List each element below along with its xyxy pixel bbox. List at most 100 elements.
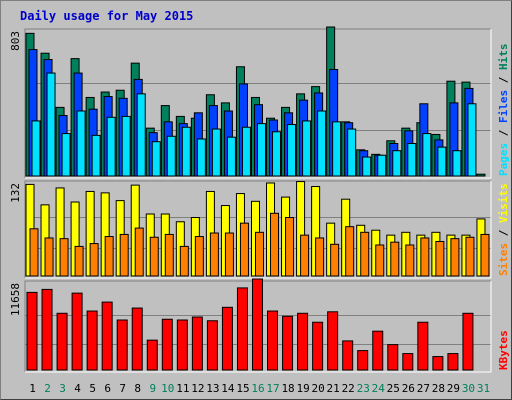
x-tick-label-20: 20 (312, 382, 325, 395)
panel-border-light-bot (25, 281, 492, 373)
x-tick-label-3: 3 (59, 382, 66, 395)
bar-sites-5 (89, 243, 99, 277)
x-tick-label-27: 27 (417, 382, 430, 395)
bar-kbytes-27 (417, 321, 429, 371)
bar-pages-30 (467, 103, 477, 177)
legend-entry: / (497, 123, 510, 143)
bar-kbytes-18 (282, 315, 294, 371)
bar-kbytes-13 (206, 320, 218, 371)
bar-sites-1 (29, 228, 39, 277)
bar-kbytes-10 (161, 318, 173, 371)
x-tick-label-11: 11 (176, 382, 189, 395)
bar-kbytes-12 (191, 316, 203, 371)
bar-pages-18 (287, 124, 297, 177)
y-max-label-bot: 11658 (9, 283, 22, 316)
bar-pages-25 (392, 150, 402, 177)
bar-kbytes-22 (342, 340, 354, 371)
bar-hits-31 (476, 173, 486, 177)
bar-sites-26 (405, 244, 415, 277)
x-tick-label-16: 16 (251, 382, 264, 395)
legend-entry: Hits (497, 44, 510, 71)
legend-entry: Sites (497, 243, 510, 276)
legend-entry: Files (497, 90, 510, 123)
legend-top: Pages / Files / Hits (497, 44, 510, 177)
bar-pages-11 (181, 126, 191, 177)
bar-pages-21 (332, 121, 342, 177)
bar-kbytes-4 (71, 292, 83, 371)
panel-border-top (24, 28, 491, 178)
bar-kbytes-3 (56, 312, 68, 371)
panel-border-light-top (25, 29, 492, 179)
bar-pages-8 (136, 93, 146, 177)
y-max-label-mid: 132 (9, 183, 22, 203)
bar-sites-7 (119, 233, 129, 277)
bar-pages-22 (347, 128, 357, 177)
bar-pages-24 (377, 154, 387, 177)
bar-sites-19 (300, 234, 310, 277)
bar-pages-5 (91, 134, 101, 177)
bar-kbytes-15 (236, 287, 248, 371)
x-tick-label-24: 24 (372, 382, 386, 395)
x-tick-label-18: 18 (281, 382, 294, 395)
bar-sites-18 (285, 217, 295, 277)
bar-pages-28 (437, 146, 447, 177)
bar-sites-14 (224, 232, 234, 277)
x-tick-label-30: 30 (462, 382, 475, 395)
bar-pages-9 (151, 141, 161, 177)
bar-pages-15 (241, 126, 251, 177)
x-tick-label-31: 31 (477, 382, 490, 395)
x-tick-label-4: 4 (74, 382, 81, 395)
bar-pages-27 (422, 133, 432, 177)
bar-kbytes-29 (447, 353, 459, 371)
bar-kbytes-24 (372, 330, 384, 371)
legend-entry: / (497, 223, 510, 243)
legend-entry: / (497, 70, 510, 90)
bar-sites-27 (420, 237, 430, 277)
bar-sites-24 (375, 244, 385, 277)
x-tick-label-29: 29 (447, 382, 460, 395)
bar-pages-13 (211, 128, 221, 177)
bar-pages-7 (121, 115, 131, 177)
bar-kbytes-20 (312, 321, 324, 371)
x-tick-label-21: 21 (327, 382, 340, 395)
bar-sites-3 (59, 238, 69, 277)
x-tick-label-22: 22 (342, 382, 355, 395)
bar-sites-15 (239, 222, 249, 277)
bar-sites-30 (465, 236, 475, 277)
bar-sites-10 (164, 233, 174, 277)
bar-kbytes-26 (402, 353, 414, 371)
bar-pages-3 (61, 133, 71, 177)
bar-kbytes-25 (387, 344, 399, 371)
bar-kbytes-21 (327, 311, 339, 371)
bar-sites-4 (74, 245, 84, 277)
legend-entry: Visits (497, 183, 510, 223)
bar-kbytes-2 (41, 288, 53, 371)
bar-sites-11 (179, 245, 189, 277)
x-tick-label-8: 8 (134, 382, 141, 395)
x-tick-label-9: 9 (149, 382, 156, 395)
panel-border-light-mid (25, 181, 492, 279)
legend-mid: Sites / Visits (497, 183, 510, 276)
bar-kbytes-30 (462, 312, 474, 371)
bar-pages-16 (256, 123, 266, 177)
bar-kbytes-14 (221, 306, 233, 371)
bar-kbytes-7 (116, 319, 128, 371)
bar-pages-4 (76, 110, 86, 177)
legend-entry: KBytes (497, 330, 510, 370)
bar-kbytes-16 (251, 278, 263, 371)
x-tick-label-25: 25 (387, 382, 400, 395)
bar-kbytes-8 (131, 307, 143, 371)
bar-kbytes-1 (26, 291, 38, 371)
bar-pages-2 (46, 72, 56, 177)
bar-pages-6 (106, 116, 116, 177)
bar-pages-20 (317, 110, 327, 177)
bar-kbytes-6 (101, 301, 113, 371)
bar-sites-21 (330, 243, 340, 277)
bar-sites-16 (254, 231, 264, 277)
x-tick-label-23: 23 (357, 382, 370, 395)
bar-kbytes-5 (86, 310, 98, 371)
bar-kbytes-17 (267, 310, 279, 371)
legend-entry: Pages (497, 143, 510, 176)
x-tick-label-5: 5 (89, 382, 96, 395)
